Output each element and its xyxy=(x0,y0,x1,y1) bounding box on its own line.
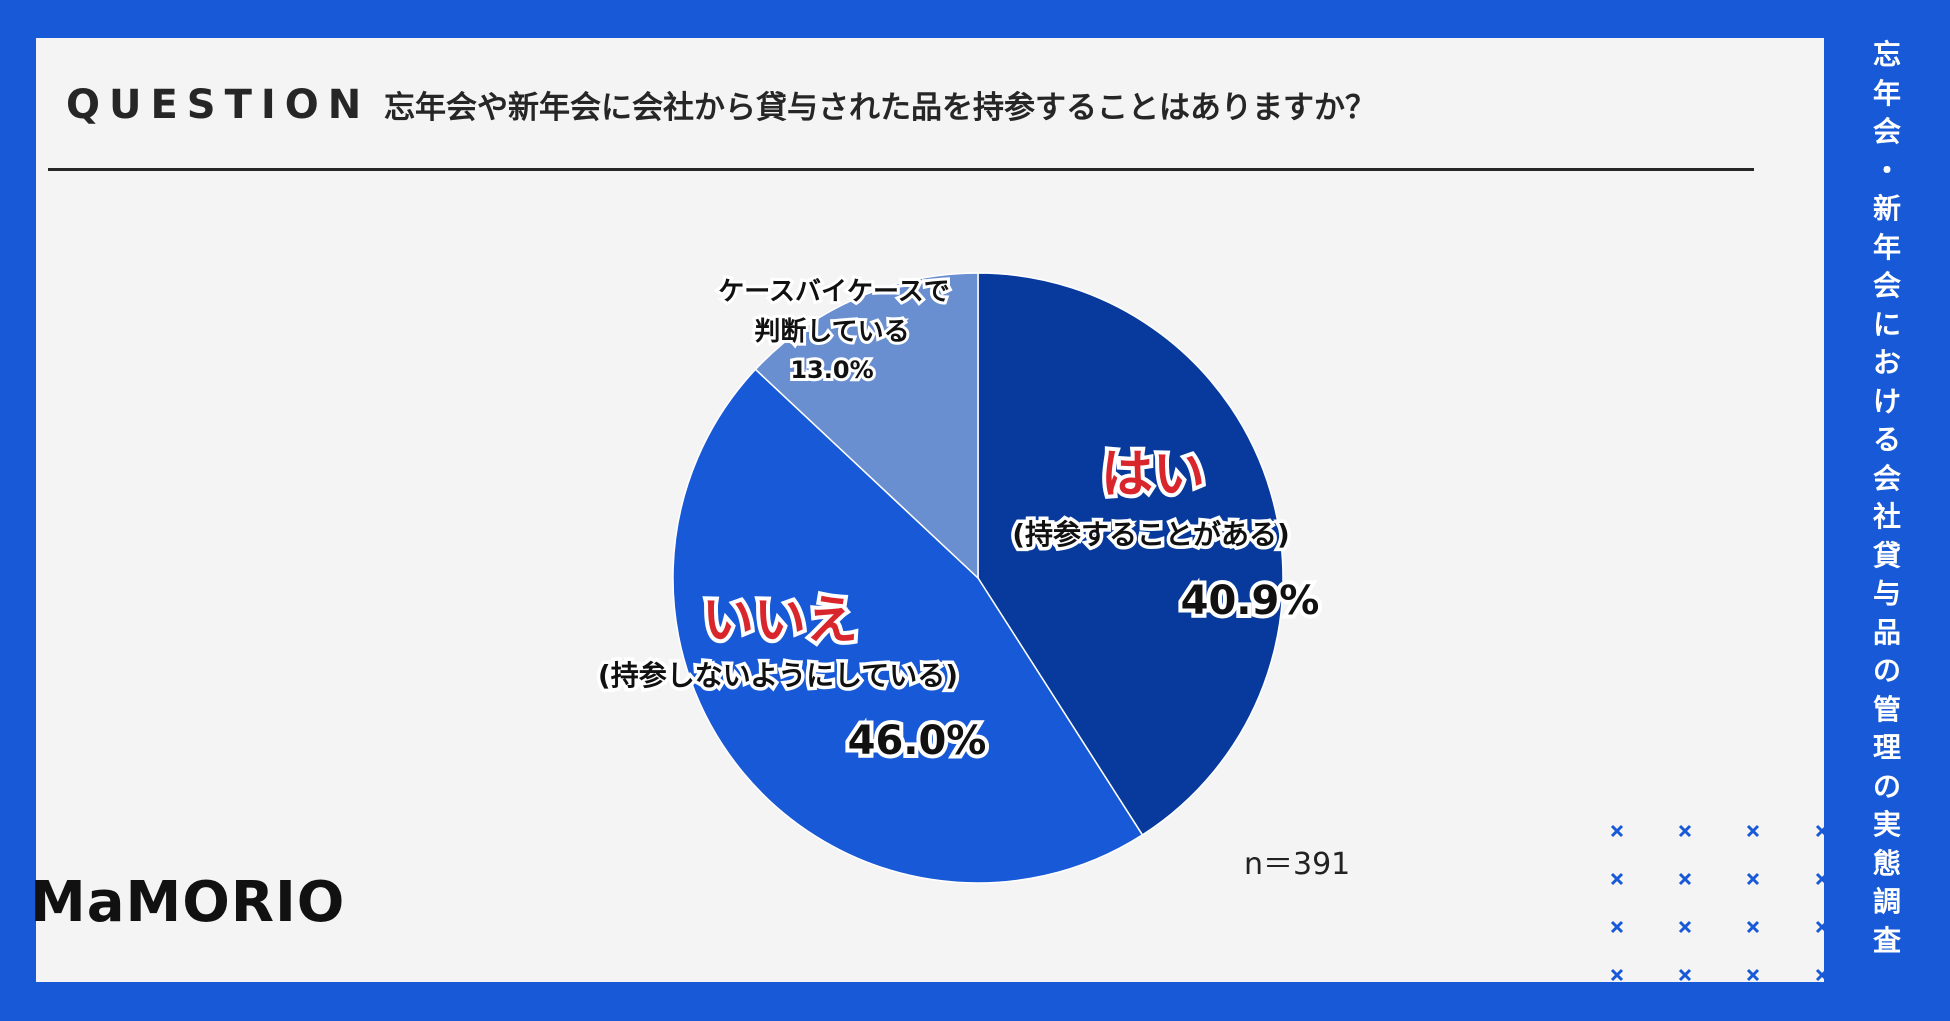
slice-label-no: いいえ xyxy=(702,591,858,651)
mamorio-logo: MaMORIO xyxy=(30,870,346,935)
decorative-x-mark xyxy=(1746,968,1760,982)
question-label: QUESTION xyxy=(66,82,371,128)
decorative-x-mark xyxy=(1815,872,1829,886)
decorative-x-mark xyxy=(1746,920,1760,934)
slice-label-case: ケースバイケースで xyxy=(718,277,949,307)
slice-value-yes: 40.9% xyxy=(1181,578,1320,624)
pie-slices xyxy=(672,272,1284,884)
decorative-x-mark xyxy=(1678,968,1692,982)
slice-label-yes: はい xyxy=(1101,445,1205,505)
decorative-x-grid xyxy=(1610,824,1829,982)
decorative-x-mark xyxy=(1610,920,1624,934)
question-text: 忘年会や新年会に会社から貸与された品を持参することはありますか？ xyxy=(384,90,1376,126)
slice-value-no: 46.0% xyxy=(848,718,987,764)
slice-sublabel-case: 判断している xyxy=(754,316,909,347)
decorative-x-mark xyxy=(1815,920,1829,934)
slice-value-case: 13.0% xyxy=(790,356,873,384)
pie-slice-yes xyxy=(977,272,1284,836)
slice-sublabel-yes: (持参することがある) xyxy=(1012,518,1290,551)
decorative-x-mark xyxy=(1746,824,1760,838)
decorative-x-mark xyxy=(1678,824,1692,838)
slice-sublabel-no: (持参しないようにしている) xyxy=(598,659,958,692)
divider xyxy=(48,168,1754,171)
decorative-x-mark xyxy=(1678,920,1692,934)
decorative-x-mark xyxy=(1610,824,1624,838)
decorative-x-mark xyxy=(1815,824,1829,838)
decorative-x-mark xyxy=(1678,872,1692,886)
decorative-x-mark xyxy=(1746,872,1760,886)
decorative-x-mark xyxy=(1610,872,1624,886)
side-title-vertical: 忘年会・新年会における会社貸与品の管理の実態調査 xyxy=(1872,38,1901,957)
pie-slice-case xyxy=(754,272,979,580)
sample-size-label: n＝391 xyxy=(1244,847,1350,882)
pie-slice-no xyxy=(672,368,1144,884)
decorative-x-mark xyxy=(1610,968,1624,982)
decorative-x-mark xyxy=(1815,968,1829,982)
